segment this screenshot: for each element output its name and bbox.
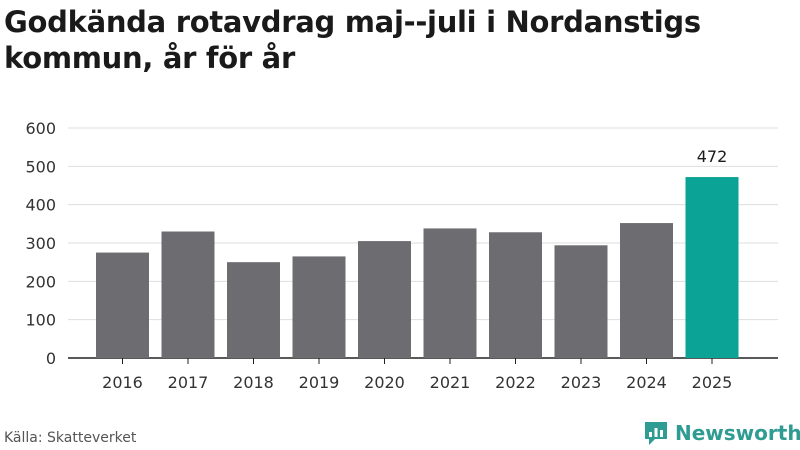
brand-name: Newsworthy [675,421,800,445]
bar-2024 [620,223,673,358]
y-tick-label: 300 [25,234,56,253]
x-tick-label: 2021 [430,373,471,392]
bar-2017 [161,231,215,358]
bar-2023 [554,245,608,358]
newsworthy-icon [645,422,667,445]
x-tick-label: 2025 [692,373,733,392]
x-tick-label: 2020 [364,373,405,392]
x-tick-label: 2022 [495,373,536,392]
x-tick-label: 2016 [102,373,143,392]
bar-2020 [358,241,411,358]
brand-logo: Newsworthy [643,420,800,446]
data-label: 472 [697,147,728,166]
source-note: Källa: Skatteverket [4,430,137,446]
bar-2019 [292,256,346,358]
bar-2018 [227,262,280,358]
y-tick-label: 100 [25,311,56,330]
bar-2025 [685,177,739,358]
x-tick-label: 2017 [168,373,209,392]
y-tick-label: 200 [25,272,56,291]
x-tick-label: 2024 [626,373,667,392]
bar-2022 [489,232,542,358]
y-tick-label: 500 [25,157,56,176]
bar-2021 [423,228,477,358]
x-tick-label: 2023 [561,373,602,392]
y-tick-label: 600 [25,119,56,138]
y-tick-label: 400 [25,196,56,215]
x-tick-label: 2018 [233,373,274,392]
x-tick-label: 2019 [299,373,340,392]
chart-title: Godkända rotavdrag maj--juli i Nordansti… [4,5,701,75]
y-tick-label: 0 [46,349,56,368]
bar-2016 [96,252,149,358]
